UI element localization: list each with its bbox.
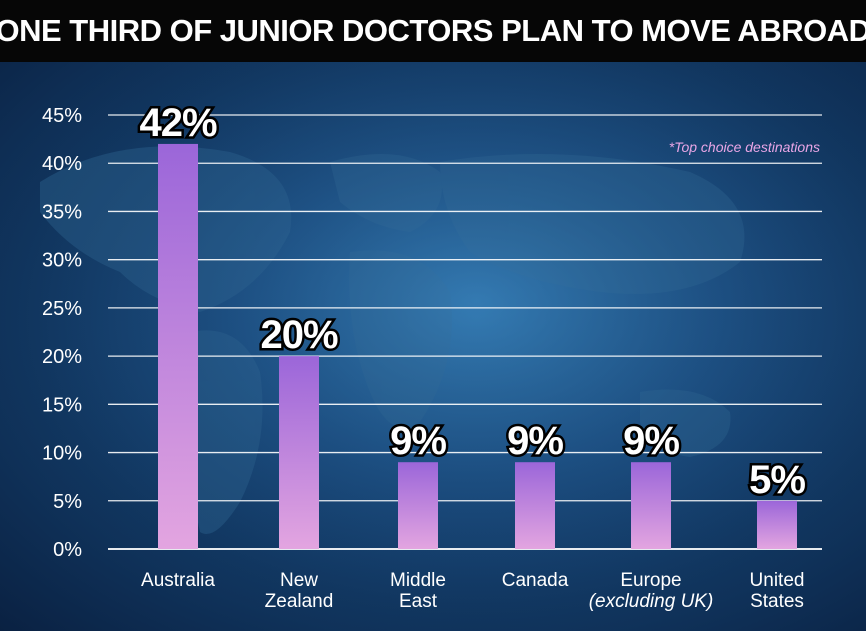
- bar-3: [515, 462, 555, 549]
- y-tick-label: 30%: [42, 250, 82, 272]
- x-category-line: States: [750, 591, 804, 612]
- chart-title: ONE THIRD OF JUNIOR DOCTORS PLAN TO MOVE…: [0, 0, 866, 62]
- x-category-line: (excluding UK): [589, 591, 714, 612]
- bar-2: [398, 462, 438, 549]
- x-category-label: Canada: [502, 570, 569, 591]
- x-category-line: East: [399, 591, 438, 612]
- y-tick-label: 15%: [42, 394, 82, 416]
- x-category-line: Middle: [390, 570, 446, 591]
- y-tick-label: 25%: [42, 298, 82, 320]
- x-category-label: Middle East: [390, 570, 446, 612]
- chart-background: 0% 5% 10% 15% 20% 25% 30% 35% 40% 45% 42% 20% 9% 9% 9…: [0, 62, 866, 631]
- data-labels: 42% 20% 9% 9% 9% 5%: [137, 98, 809, 504]
- bar-5: [757, 500, 797, 549]
- y-tick-label: 40%: [42, 153, 82, 175]
- bars: [158, 143, 797, 549]
- bar-1: [279, 356, 319, 549]
- y-tick-label: 35%: [42, 201, 82, 223]
- x-axis: Australia New Zealand Middle East Canada Europ…: [141, 570, 804, 612]
- data-label: 42%: [139, 101, 216, 145]
- x-category-line: Canada: [502, 570, 569, 591]
- x-category-line: New: [280, 570, 318, 591]
- y-tick-label: 10%: [42, 443, 82, 465]
- x-category-label: Europe (excluding UK): [589, 570, 714, 612]
- y-tick-label: 0%: [53, 539, 82, 561]
- y-tick-label: 45%: [42, 105, 82, 127]
- bar-0: [158, 143, 198, 549]
- data-label: 5%: [749, 458, 805, 502]
- chart-note: *Top choice destinations: [668, 139, 820, 155]
- data-label: 20%: [260, 313, 337, 357]
- grid: [108, 114, 822, 550]
- x-category-line: United: [750, 570, 805, 591]
- bar-chart: 0% 5% 10% 15% 20% 25% 30% 35% 40% 45% 42% 20% 9% 9% 9…: [0, 62, 866, 631]
- x-category-label: United States: [750, 570, 805, 612]
- x-category-line: Zealand: [265, 591, 334, 612]
- x-category-label: New Zealand: [265, 570, 334, 612]
- y-tick-label: 20%: [42, 346, 82, 368]
- data-label: 9%: [390, 419, 446, 463]
- x-category-line: Europe: [620, 570, 681, 591]
- data-label: 9%: [623, 419, 679, 463]
- bar-4: [631, 462, 671, 549]
- y-axis: 0% 5% 10% 15% 20% 25% 30% 35% 40% 45%: [42, 105, 82, 561]
- data-label: 9%: [507, 419, 563, 463]
- x-category-line: Australia: [141, 570, 215, 591]
- y-tick-label: 5%: [53, 491, 82, 513]
- x-category-label: Australia: [141, 570, 215, 591]
